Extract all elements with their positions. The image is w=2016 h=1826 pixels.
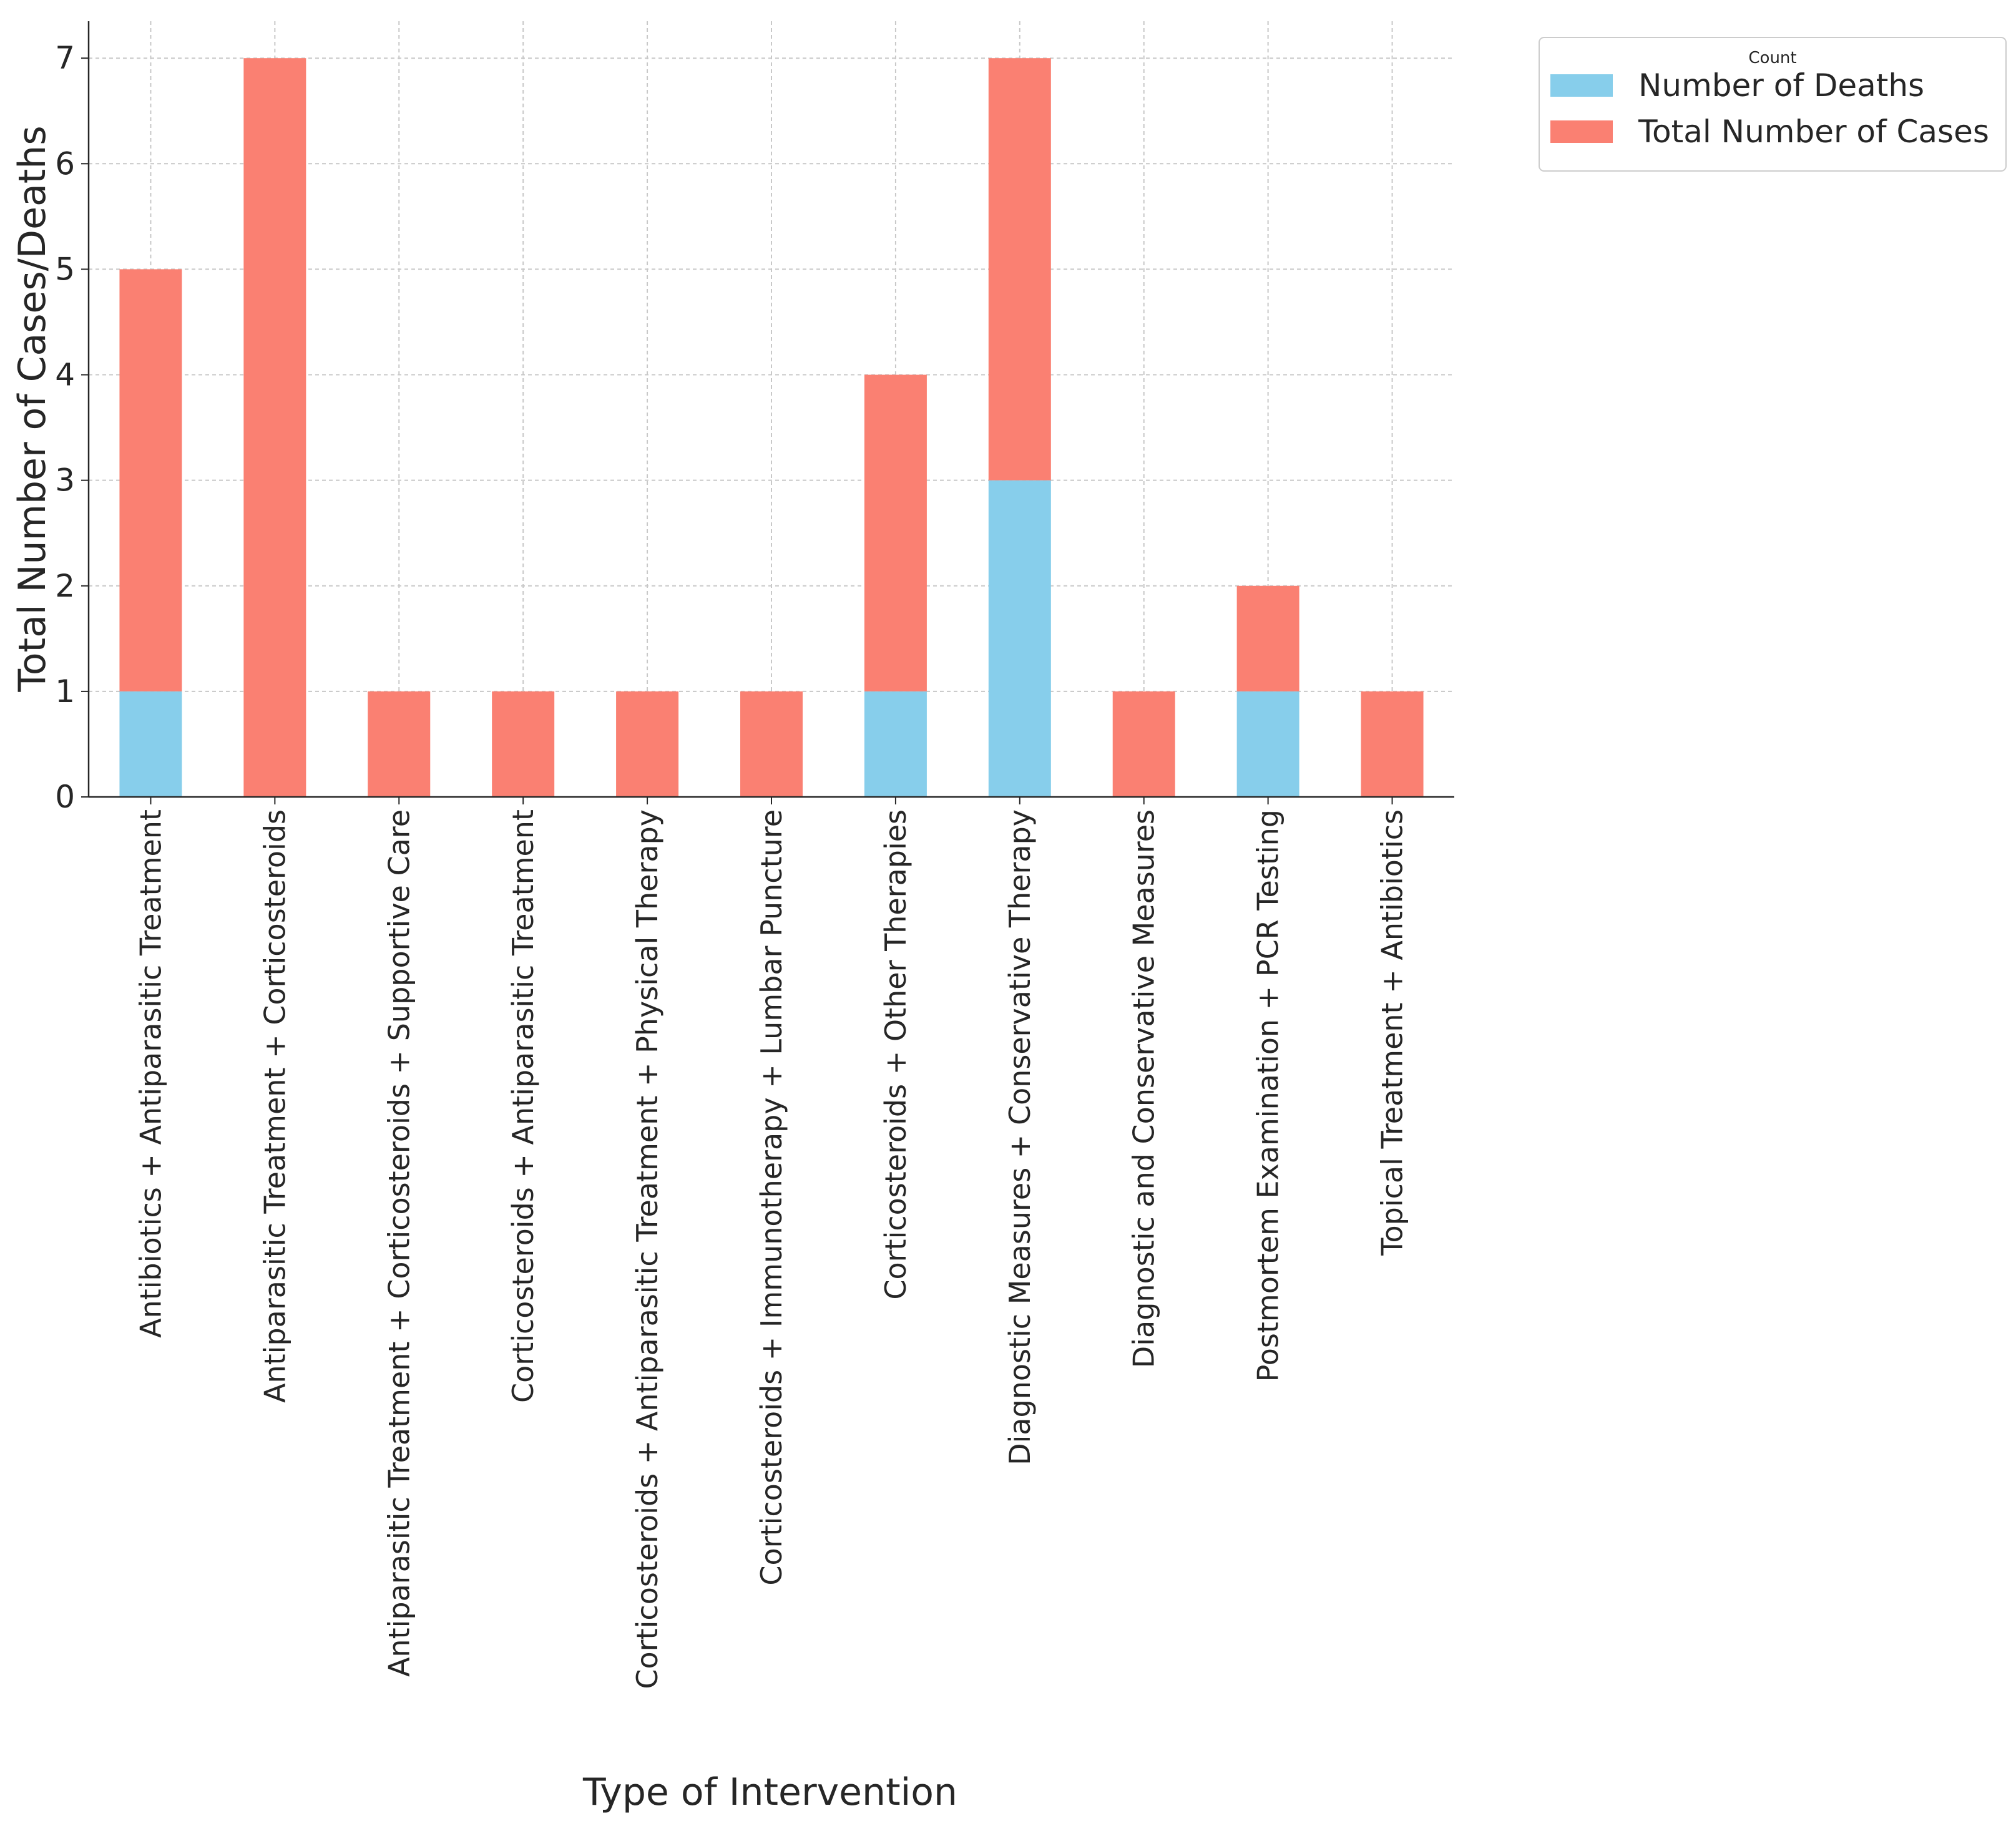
bar-cases	[492, 691, 555, 797]
bar-deaths	[988, 480, 1051, 797]
legend-title: Count	[1748, 49, 1796, 67]
legend: Count Number of Deaths Total Number of Ca…	[1539, 37, 2007, 172]
x-axis-label: Type of Intervention	[582, 1770, 957, 1814]
y-tick-label: 1	[55, 673, 75, 710]
y-tick-label: 3	[55, 462, 75, 499]
bar-deaths	[864, 691, 927, 797]
y-tick-label: 2	[55, 568, 75, 604]
x-tick-label: Topical Treatment + Antibiotics	[1376, 809, 1409, 1256]
legend-swatch	[1550, 120, 1613, 143]
y-axis-label: Total Number of Cases/Deaths	[11, 125, 54, 692]
axes	[81, 21, 1454, 804]
bars	[119, 58, 1424, 798]
x-tick-labels: Antibiotics + Antiparasitic Treatment Ant…	[134, 809, 1409, 1689]
x-tick-label: Antibiotics + Antiparasitic Treatment	[134, 809, 167, 1338]
x-tick-label: Antiparasitic Treatment + Corticosteroid…	[258, 809, 291, 1403]
x-tick-label: Corticosteroids + Other Therapies	[879, 809, 913, 1300]
bar-cases	[1236, 585, 1299, 691]
bar-cases	[1112, 691, 1175, 797]
bar-cases	[119, 269, 182, 691]
y-tick-label: 7	[55, 40, 75, 76]
legend-swatch	[1550, 74, 1613, 97]
bar-cases	[740, 691, 803, 797]
bar-deaths	[119, 691, 182, 797]
legend-label: Total Number of Cases	[1638, 114, 1989, 150]
bar-cases	[368, 691, 431, 797]
bar-cases	[1361, 691, 1424, 797]
x-tick-label: Diagnostic Measures + Conservative Thera…	[1003, 809, 1037, 1465]
y-tick-label: 4	[55, 357, 75, 393]
x-tick-label: Diagnostic and Conservative Measures	[1127, 809, 1161, 1368]
x-tick-label: Corticosteroids + Antiparasitic Treatmen…	[630, 809, 664, 1689]
bar-cases	[616, 691, 679, 797]
bar-cases	[988, 58, 1051, 481]
x-tick-label: Postmortem Examination + PCR Testing	[1251, 809, 1285, 1382]
legend-label: Number of Deaths	[1638, 67, 1924, 104]
y-tick-labels: 0 1 2 3 4 5 6 7	[55, 40, 75, 815]
x-tick-label: Corticosteroids + Immunotherapy + Lumbar…	[755, 809, 788, 1586]
x-tick-label: Corticosteroids + Antiparasitic Treatmen…	[506, 809, 540, 1403]
bar-deaths	[1236, 691, 1299, 797]
x-tick-label: Antiparasitic Treatment + Corticosteroid…	[382, 809, 416, 1677]
bar-cases	[243, 58, 306, 798]
y-tick-label: 6	[55, 145, 75, 182]
y-tick-label: 0	[55, 779, 75, 815]
bar-cases	[864, 374, 927, 691]
legend-frame	[1539, 37, 2007, 172]
y-tick-label: 5	[55, 251, 75, 287]
